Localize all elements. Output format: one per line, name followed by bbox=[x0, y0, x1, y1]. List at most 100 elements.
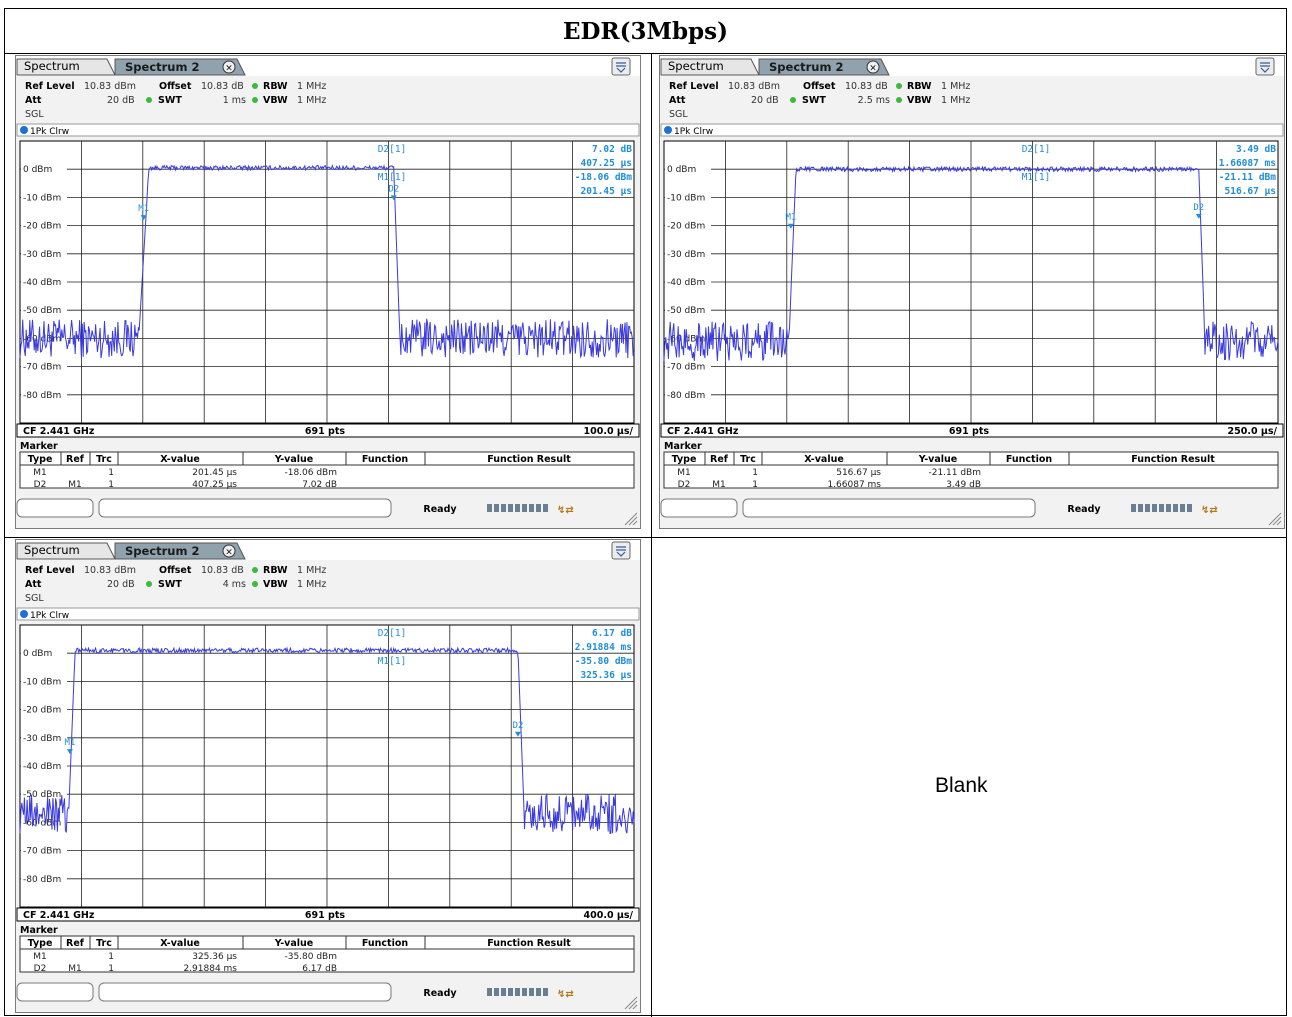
y-tick-bg bbox=[21, 703, 67, 715]
y-tick-bg bbox=[665, 360, 711, 372]
trace-line bbox=[19, 164, 635, 359]
ref-level-value: 10.83 dBm bbox=[84, 81, 136, 92]
spectrum-panel-1: Spectrum Spectrum 2 × Ref Level 10.83 dBm Off… bbox=[15, 55, 641, 529]
progress-segment bbox=[1131, 504, 1136, 512]
status-field-left[interactable] bbox=[660, 498, 738, 518]
status-message-field[interactable] bbox=[742, 498, 1036, 518]
marker-table-title: Marker bbox=[20, 441, 58, 452]
close-icon[interactable] bbox=[866, 60, 880, 74]
tab-spectrum[interactable] bbox=[16, 542, 116, 560]
y-tick-label: -10 dBm bbox=[667, 193, 705, 203]
status-field-left[interactable] bbox=[16, 498, 94, 518]
close-icon[interactable] bbox=[222, 544, 236, 558]
table-header-cell: Ref bbox=[710, 454, 729, 465]
offset-label: Offset bbox=[159, 81, 192, 92]
progress-segment bbox=[487, 988, 492, 996]
table-cell: -21.11 dBm bbox=[928, 468, 981, 478]
att-value: 20 dB bbox=[107, 579, 135, 590]
tab-spectrum-2[interactable] bbox=[114, 542, 246, 560]
table-header-cell: Function bbox=[362, 938, 408, 949]
progress-segment bbox=[501, 988, 506, 996]
time-per-div: 250.0 µs/ bbox=[1228, 426, 1278, 437]
table-header-cell: Ref bbox=[66, 454, 85, 465]
marker-readout-value: 201.45 µs bbox=[581, 186, 632, 197]
progress-segment bbox=[1159, 504, 1164, 512]
marker-readout-value: 325.36 µs bbox=[581, 670, 632, 681]
table-cell: M1 bbox=[33, 952, 47, 962]
delta-marker-label: D2[1] bbox=[378, 628, 407, 639]
marker-readout-value: -21.11 dBm bbox=[1219, 172, 1276, 183]
table-header-cell: X-value bbox=[160, 454, 200, 465]
y-tick-bg bbox=[665, 304, 711, 316]
y-tick-label: -80 dBm bbox=[23, 875, 61, 885]
marker-table-title: Marker bbox=[20, 925, 58, 936]
close-icon[interactable] bbox=[222, 60, 236, 74]
status-field-left[interactable] bbox=[16, 982, 94, 1002]
y-tick-bg bbox=[21, 247, 67, 259]
marker-m1-icon bbox=[787, 223, 794, 229]
analyzer-screen: Spectrum Spectrum 2 × Ref Level 10.83 dBm Off… bbox=[15, 539, 641, 1013]
y-tick-bg bbox=[665, 191, 711, 203]
table-cell: D2 bbox=[34, 964, 47, 974]
remote-icon: ↯⇄ bbox=[1201, 505, 1218, 516]
tab-spectrum-2[interactable] bbox=[114, 58, 246, 76]
table-header-cell: Type bbox=[28, 938, 53, 949]
y-tick-bg bbox=[21, 788, 67, 800]
progress-segment bbox=[529, 504, 534, 512]
progress-segment bbox=[1180, 504, 1185, 512]
delta-marker-label: D2[1] bbox=[1022, 144, 1051, 155]
swt-value: 1 ms bbox=[223, 95, 246, 106]
y-tick-bg bbox=[21, 332, 67, 344]
tab-spectrum-2-label: Spectrum 2 bbox=[125, 60, 199, 74]
remote-icon: ↯⇄ bbox=[557, 989, 574, 1000]
y-tick-label: -50 dBm bbox=[23, 306, 61, 316]
y-tick-bg bbox=[21, 191, 67, 203]
status-dot-icon bbox=[146, 581, 152, 587]
rbw-label: RBW bbox=[907, 81, 932, 92]
y-tick-label: -20 dBm bbox=[667, 222, 705, 232]
marker-readout-value: -18.06 dBm bbox=[575, 172, 632, 183]
y-tick-bg bbox=[665, 332, 711, 344]
rbw-value: 1 MHz bbox=[297, 565, 326, 576]
table-cell: M1 bbox=[33, 468, 47, 478]
status-ready: Ready bbox=[423, 504, 457, 515]
y-tick-label: -30 dBm bbox=[667, 250, 705, 260]
att-value: 20 dB bbox=[751, 95, 779, 106]
table-cell: 407.25 µs bbox=[192, 480, 237, 490]
rbw-value: 1 MHz bbox=[941, 81, 970, 92]
trace-mode-label: 1Pk Clrw bbox=[30, 611, 69, 621]
y-tick-bg bbox=[21, 731, 67, 743]
marker-table bbox=[19, 935, 635, 973]
status-message-field[interactable] bbox=[98, 498, 392, 518]
marker-m1-label: M1 bbox=[785, 213, 796, 223]
progress-segment bbox=[1173, 504, 1178, 512]
offset-value: 10.83 dB bbox=[201, 81, 244, 92]
resize-grip-icon[interactable] bbox=[624, 996, 638, 1010]
tab-spectrum[interactable] bbox=[660, 58, 760, 76]
resize-grip-icon[interactable] bbox=[1268, 512, 1282, 526]
marker-m1-readout-label: M1[1] bbox=[378, 172, 407, 183]
tab-spectrum-2-label: Spectrum 2 bbox=[769, 60, 843, 74]
y-tick-label: -80 dBm bbox=[23, 391, 61, 401]
y-tick-bg bbox=[21, 760, 67, 771]
progress-segment bbox=[529, 988, 534, 996]
table-header-cell: Y-value bbox=[274, 938, 314, 949]
table-cell: 7.02 dB bbox=[302, 480, 337, 490]
tab-spectrum[interactable] bbox=[16, 58, 116, 76]
y-tick-label: 0 dBm bbox=[23, 649, 52, 659]
y-tick-bg bbox=[665, 276, 711, 287]
tab-spectrum-2[interactable] bbox=[758, 58, 890, 76]
marker-d2-label: D2 bbox=[388, 184, 399, 194]
resize-grip-icon[interactable] bbox=[624, 512, 638, 526]
status-dot-icon bbox=[252, 567, 258, 573]
status-dot-icon bbox=[896, 83, 902, 89]
close-glyph: × bbox=[869, 64, 877, 74]
y-tick-label: -60 dBm bbox=[23, 334, 61, 344]
progress-segment bbox=[487, 504, 492, 512]
table-header-cell: Function bbox=[362, 454, 408, 465]
tab-spectrum-2-label: Spectrum 2 bbox=[125, 544, 199, 558]
analyzer-screen: Spectrum Spectrum 2 × Ref Level 10.83 dBm Off… bbox=[659, 55, 1285, 529]
y-tick-bg bbox=[21, 219, 67, 231]
rbw-value: 1 MHz bbox=[297, 81, 326, 92]
status-message-field[interactable] bbox=[98, 982, 392, 1002]
